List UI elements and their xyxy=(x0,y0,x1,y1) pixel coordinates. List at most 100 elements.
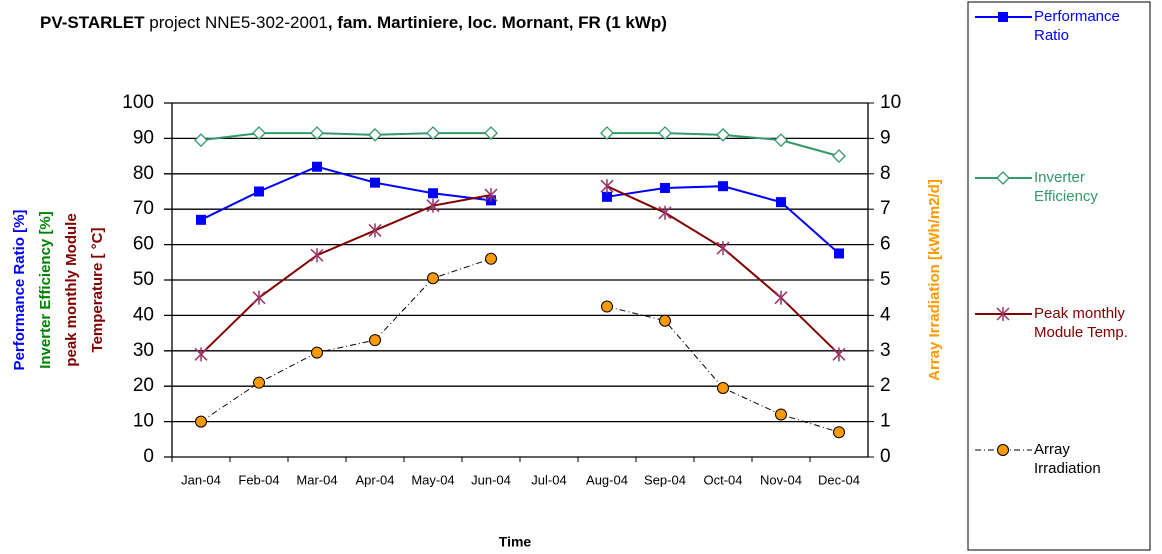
y2-tick-label: 6 xyxy=(880,234,891,255)
y2-tick-label: 9 xyxy=(880,127,891,148)
marker xyxy=(775,408,787,421)
x-tick-label: Oct-04 xyxy=(703,472,742,487)
x-tick-label: May-04 xyxy=(411,472,454,487)
legend-marker xyxy=(998,12,1008,22)
y-axis-label: Performance Ratio [%] xyxy=(11,210,28,371)
y-tick-label: 80 xyxy=(133,163,154,184)
x-tick-label: Jan-04 xyxy=(181,472,221,487)
y-tick-label: 0 xyxy=(143,446,154,467)
x-tick-label: Sep-04 xyxy=(644,472,686,487)
y-tick-label: 10 xyxy=(133,411,154,432)
legend-marker xyxy=(997,444,1009,456)
x-tick-label: Aug-04 xyxy=(586,472,628,487)
marker xyxy=(370,177,380,188)
marker xyxy=(252,126,266,141)
marker xyxy=(601,300,613,313)
legend-label: Performance Ratio xyxy=(1034,8,1120,44)
marker xyxy=(484,126,498,141)
legend-marker xyxy=(996,307,1010,321)
marker xyxy=(253,376,265,389)
marker xyxy=(832,149,846,164)
marker xyxy=(716,127,730,142)
y2-tick-label: 3 xyxy=(880,340,891,361)
y-tick-label: 40 xyxy=(133,304,154,325)
marker xyxy=(368,127,382,142)
x-tick-label: Jul-04 xyxy=(531,472,566,487)
y-tick-label: 70 xyxy=(133,198,154,219)
marker xyxy=(194,347,208,362)
marker xyxy=(658,205,672,220)
marker xyxy=(717,381,729,394)
marker xyxy=(196,214,206,225)
x-tick-label: Dec-04 xyxy=(818,472,860,487)
legend-label: Array Irradiation xyxy=(1034,441,1101,477)
marker xyxy=(311,346,323,359)
series-line xyxy=(606,306,840,433)
y2-tick-label: 0 xyxy=(880,446,891,467)
y2-tick-label: 2 xyxy=(880,375,891,396)
marker xyxy=(602,191,612,202)
y2-tick-label: 1 xyxy=(880,411,891,432)
x-tick-label: Nov-04 xyxy=(760,472,802,487)
y-axis-label: peak monthly Module xyxy=(63,213,80,366)
marker xyxy=(659,314,671,327)
marker xyxy=(195,415,207,428)
marker xyxy=(310,248,324,263)
series-line xyxy=(200,194,492,356)
marker xyxy=(369,334,381,347)
x-tick-label: Apr-04 xyxy=(355,472,394,487)
marker xyxy=(716,241,730,256)
marker xyxy=(310,126,324,141)
marker xyxy=(428,188,438,199)
marker xyxy=(312,161,322,172)
legend-label: Inverter Efficiency xyxy=(1034,169,1098,205)
title-part: , fam. Martiniere, loc. Mornant, FR (1 k… xyxy=(328,13,667,32)
marker xyxy=(600,179,614,194)
title-part: PV-STARLET xyxy=(40,13,145,32)
y-axis-label: Inverter Efficiency [%] xyxy=(37,211,54,369)
marker xyxy=(832,347,846,362)
marker xyxy=(194,133,208,148)
y2-tick-label: 8 xyxy=(880,163,891,184)
y2-tick-label: 4 xyxy=(880,304,891,325)
marker xyxy=(426,198,440,213)
y2-tick-label: 10 xyxy=(880,92,901,113)
marker xyxy=(252,290,266,305)
legend-box xyxy=(967,1,1151,551)
y-tick-label: 30 xyxy=(133,340,154,361)
marker xyxy=(368,223,382,238)
y-axis-label: Temperature [ °C] xyxy=(89,228,106,353)
x-tick-label: Feb-04 xyxy=(238,472,279,487)
marker xyxy=(833,426,845,439)
marker xyxy=(776,197,786,208)
series-line xyxy=(606,185,840,356)
legend-marker xyxy=(996,171,1010,185)
marker xyxy=(834,248,844,259)
y2-axis-label: Array Irradiation [kWh/m2/d] xyxy=(926,179,943,381)
series-line xyxy=(200,132,491,142)
marker xyxy=(484,188,498,203)
marker xyxy=(658,126,672,141)
y-tick-label: 90 xyxy=(133,127,154,148)
series-line xyxy=(200,258,492,423)
marker xyxy=(718,181,728,192)
marker xyxy=(426,126,440,141)
y-tick-label: 60 xyxy=(133,234,154,255)
marker xyxy=(485,252,497,265)
marker xyxy=(660,182,670,193)
marker xyxy=(600,126,614,141)
y2-tick-label: 5 xyxy=(880,269,891,290)
series-line xyxy=(200,165,492,221)
y-tick-label: 20 xyxy=(133,375,154,396)
y-tick-label: 50 xyxy=(133,269,154,290)
marker xyxy=(774,290,788,305)
marker xyxy=(774,133,788,148)
x-tick-label: Mar-04 xyxy=(296,472,337,487)
x-tick-label: Jun-04 xyxy=(471,472,511,487)
x-axis-label: Time xyxy=(499,534,532,550)
title-part: project NNE5-302-2001 xyxy=(145,13,328,32)
marker xyxy=(427,272,439,285)
legend-label: Peak monthly Module Temp. xyxy=(1034,305,1128,341)
